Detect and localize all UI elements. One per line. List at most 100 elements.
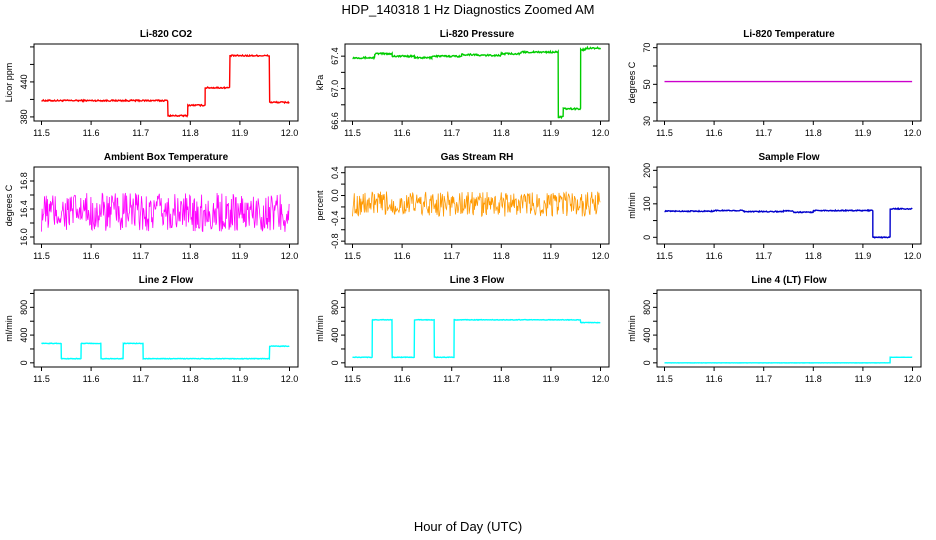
y-tick-label: 70 xyxy=(642,43,652,53)
x-tick-label: 11.7 xyxy=(132,128,149,138)
figure-title: HDP_140318 1 Hz Diagnostics Zoomed AM xyxy=(342,2,595,17)
y-tick-label: 200 xyxy=(642,163,652,178)
plot-frame xyxy=(656,166,922,245)
y-tick-label: 400 xyxy=(19,328,29,343)
y-tick-label: 0 xyxy=(642,235,652,240)
y-axis-label: ml/min xyxy=(4,315,14,342)
y-tick-label: 30 xyxy=(642,116,652,126)
x-tick-label: 11.8 xyxy=(805,374,822,384)
x-tick-label: 11.5 xyxy=(33,251,50,261)
y-tick-label: 800 xyxy=(19,300,29,315)
y-axis-label: degrees C xyxy=(4,184,14,226)
x-tick-label: 11.5 xyxy=(344,251,361,261)
y-tick-label: 380 xyxy=(19,109,29,124)
y-axis-label: kPa xyxy=(315,75,325,91)
panel-title: Li-820 Pressure xyxy=(440,29,515,40)
x-tick-label: 12.0 xyxy=(281,251,299,261)
y-axis-label: ml/min xyxy=(315,315,325,342)
x-tick-label: 11.6 xyxy=(83,251,100,261)
plot-frame xyxy=(656,43,922,122)
y-axis-label: Licor ppm xyxy=(4,63,14,103)
x-tick-label: 11.9 xyxy=(854,251,871,261)
x-tick-label: 11.8 xyxy=(805,128,822,138)
plot-frame xyxy=(33,43,299,122)
x-tick-label: 11.6 xyxy=(706,251,723,261)
panel-title: Line 4 (LT) Flow xyxy=(751,275,827,286)
y-tick-label: 67.0 xyxy=(330,80,340,98)
panel-2: Li-820 Pressure 11.5 11.6 11.7 11.8 11.9 12.0 6… xyxy=(315,29,610,138)
x-tick-label: 11.7 xyxy=(443,251,460,261)
x-tick-label: 11.8 xyxy=(182,374,199,384)
y-tick-label: 16.8 xyxy=(19,172,29,190)
plot-frame xyxy=(344,289,610,368)
x-tick-label: 11.9 xyxy=(854,128,871,138)
x-tick-label: 12.0 xyxy=(904,251,922,261)
x-tick-label: 11.6 xyxy=(706,128,723,138)
x-tick-label: 12.0 xyxy=(281,128,299,138)
y-tick-label: 400 xyxy=(330,328,340,343)
x-tick-label: 11.7 xyxy=(755,251,772,261)
x-tick-label: 11.7 xyxy=(755,374,772,384)
x-tick-label: 11.6 xyxy=(394,128,411,138)
x-tick-label: 11.8 xyxy=(805,251,822,261)
x-tick-label: 11.7 xyxy=(132,374,149,384)
panel-6: Sample Flow 11.5 11.6 11.7 11.8 11.9 12.0 0 100 2… xyxy=(627,152,922,261)
y-tick-label: 0 xyxy=(642,360,652,365)
plot-frame xyxy=(344,166,610,245)
series-line xyxy=(352,318,601,359)
x-tick-label: 11.8 xyxy=(182,128,199,138)
x-tick-label: 11.5 xyxy=(344,374,361,384)
x-tick-label: 11.9 xyxy=(231,251,248,261)
x-tick-label: 11.9 xyxy=(542,374,559,384)
x-tick-label: 11.5 xyxy=(656,128,673,138)
panel-title: Line 2 Flow xyxy=(139,275,194,286)
y-tick-label: 16.0 xyxy=(19,228,29,246)
y-tick-label: 800 xyxy=(642,300,652,315)
series-line xyxy=(664,356,913,364)
panel-3: Li-820 Temperature 11.5 11.6 11.7 11.8 11.9 12… xyxy=(627,29,922,138)
panel-1: Li-820 CO2 11.5 11.6 11.7 11.8 11.9 12.0 380 440… xyxy=(4,29,299,138)
panel-7: Line 2 Flow 11.5 11.6 11.7 11.8 11.9 12.0 0 400 8… xyxy=(4,275,299,384)
x-tick-label: 11.5 xyxy=(656,251,673,261)
y-tick-label: 0.4 xyxy=(330,166,340,179)
x-tick-label: 11.6 xyxy=(706,374,723,384)
y-tick-label: 50 xyxy=(642,79,652,89)
series-line xyxy=(664,207,913,239)
y-tick-label: 66.6 xyxy=(330,112,340,130)
series-line xyxy=(41,192,290,233)
x-tick-label: 11.9 xyxy=(231,128,248,138)
plot-frame xyxy=(33,289,299,368)
y-tick-label: 440 xyxy=(19,74,29,89)
x-tick-label: 11.7 xyxy=(443,128,460,138)
panel-4: Ambient Box Temperature 11.5 11.6 11.7 11.8 1… xyxy=(4,152,299,261)
x-tick-label: 11.8 xyxy=(493,374,510,384)
x-tick-label: 11.8 xyxy=(493,128,510,138)
y-tick-label: 16.4 xyxy=(19,200,29,218)
panel-title: Li-820 CO2 xyxy=(140,29,193,40)
y-axis-label: ml/min xyxy=(627,315,637,342)
y-tick-label: 0 xyxy=(330,360,340,365)
y-tick-label: 400 xyxy=(642,328,652,343)
x-tick-label: 11.7 xyxy=(755,128,772,138)
x-tick-label: 11.9 xyxy=(542,128,559,138)
series-line xyxy=(352,191,601,217)
plot-frame xyxy=(656,289,922,368)
x-tick-label: 11.6 xyxy=(83,374,100,384)
x-tick-label: 11.5 xyxy=(344,128,361,138)
series-line xyxy=(41,342,290,361)
x-tick-label: 11.9 xyxy=(542,251,559,261)
x-tick-label: 11.5 xyxy=(33,128,50,138)
y-tick-label: 100 xyxy=(642,196,652,211)
y-tick-label: 0.0 xyxy=(330,189,340,202)
x-tick-label: 12.0 xyxy=(281,374,299,384)
x-tick-label: 12.0 xyxy=(592,251,610,261)
y-tick-label: 67.4 xyxy=(330,47,340,65)
panel-grid: Li-820 CO2 11.5 11.6 11.7 11.8 11.9 12.0 380 440… xyxy=(4,29,922,384)
y-axis-label: degrees C xyxy=(627,61,637,103)
x-tick-label: 11.7 xyxy=(443,374,460,384)
panel-title: Li-820 Temperature xyxy=(743,29,835,40)
x-tick-label: 12.0 xyxy=(592,374,610,384)
x-tick-label: 11.8 xyxy=(182,251,199,261)
x-tick-label: 11.9 xyxy=(231,374,248,384)
